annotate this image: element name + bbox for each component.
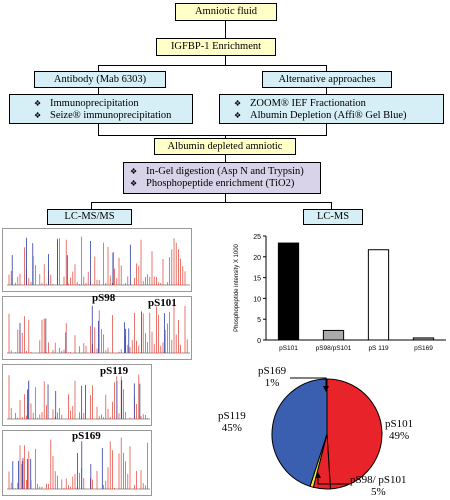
pie-label-ps169-name: pS169 bbox=[258, 365, 287, 377]
y-tick-label: 0 bbox=[257, 338, 261, 345]
method-seize-immunoprecipitation: Seize® immunoprecipitation bbox=[34, 110, 192, 122]
x-tick-label: pS98/pS101 bbox=[316, 345, 352, 352]
connector bbox=[331, 202, 332, 209]
connector bbox=[91, 202, 332, 203]
spectrum-plot bbox=[7, 374, 150, 420]
y-tick-label: 25 bbox=[253, 234, 261, 241]
antibody-box: Antibody (Mab 6303) bbox=[34, 71, 166, 88]
pie-label-ps98-ps101-value: 5% bbox=[370, 486, 386, 498]
lc-ms-label: LC-MS bbox=[316, 211, 350, 222]
lc-ms-ms-box: LC-MS/MS bbox=[47, 209, 132, 225]
bar-ps98-ps101 bbox=[322, 329, 345, 341]
connector bbox=[98, 88, 99, 94]
connector bbox=[225, 21, 226, 38]
spectrum-label-ps98: pS98 bbox=[92, 292, 116, 304]
in-gel-digestion: In-Gel digestion (Asp N and Trypsin) bbox=[130, 166, 320, 178]
albumin-depleted-box: Albumin depleted amniotic bbox=[154, 138, 296, 155]
connector bbox=[98, 124, 99, 135]
method-immunoprecipitation: Immunoprecipitation bbox=[34, 98, 192, 110]
igfbp1-enrichment-box: IGFBP-1 Enrichment bbox=[156, 38, 276, 56]
pie-label-ps98-ps101: pS98/ pS101 5% bbox=[350, 474, 407, 498]
x-tick-label: pS 119 bbox=[368, 345, 389, 352]
connector bbox=[326, 65, 327, 71]
connector bbox=[326, 124, 327, 135]
x-tick-label: pS101 bbox=[279, 345, 298, 352]
phosphopeptide-enrichment: Phosphopeptide enrichment (TiO2) bbox=[130, 178, 320, 190]
spectrum-label-ps101: pS101 bbox=[148, 297, 177, 309]
y-tick-label: 20 bbox=[253, 255, 261, 262]
pie-label-ps119-value: 45% bbox=[221, 422, 242, 434]
spectrum-plot bbox=[7, 236, 190, 286]
pie-label-ps119-name: pS119 bbox=[218, 410, 246, 422]
spectrum-plot bbox=[7, 437, 150, 490]
spectrum-label-ps169: pS169 bbox=[72, 430, 101, 442]
lc-ms-box: LC-MS bbox=[303, 209, 363, 225]
connector bbox=[98, 65, 99, 71]
phosphopeptide-bar-chart: Phosphopeptide intensity X 1000 0 5 10 15 20… bbox=[234, 234, 446, 352]
amniotic-fluid-box: Amniotic fluid bbox=[175, 3, 277, 21]
igfbp1-enrichment-label: IGFBP-1 Enrichment bbox=[170, 41, 262, 52]
x-tick-label: pS169 bbox=[414, 345, 433, 352]
pie-label-ps169-value: 1% bbox=[264, 377, 280, 389]
pie-label-ps101-name: pS101 bbox=[385, 418, 414, 430]
spectrum-label-ps119: pS119 bbox=[100, 365, 129, 377]
y-axis-label: Phosphopeptide intensity X 1000 bbox=[234, 243, 240, 331]
spectrum-panel-2 bbox=[2, 296, 192, 360]
bar-ps169 bbox=[412, 337, 435, 341]
antibody-methods-box: Immunoprecipitation Seize® immunoprecipi… bbox=[9, 94, 193, 124]
pie-slice-ps101 bbox=[326, 378, 383, 490]
y-tick-label: 10 bbox=[253, 296, 261, 303]
spectrum-panel-4 bbox=[2, 430, 152, 496]
spectrum-plot bbox=[7, 304, 190, 354]
pie-label-ps169: pS169 1% bbox=[258, 365, 286, 389]
albumin-depleted-label: Albumin depleted amniotic bbox=[167, 140, 283, 152]
connector bbox=[98, 65, 327, 66]
connector bbox=[225, 56, 226, 65]
digestion-box: In-Gel digestion (Asp N and Trypsin) Pho… bbox=[123, 162, 321, 194]
pie-label-ps98-ps101-name: pS98/ pS101 bbox=[350, 474, 407, 486]
phosphosite-pie-chart bbox=[271, 378, 383, 490]
method-albumin-depletion: Albumin Depletion (Affi® Gel Blue) bbox=[234, 110, 443, 122]
pie-label-ps119: pS119 45% bbox=[218, 410, 246, 434]
connector bbox=[225, 194, 226, 202]
method-zoom-ief: ZOOM® IEF Fractionation bbox=[234, 98, 443, 110]
connector bbox=[98, 135, 327, 136]
spectrum-panel-3 bbox=[2, 364, 152, 426]
y-tick-label: 15 bbox=[253, 276, 261, 283]
pie-label-ps101: pS101 49% bbox=[385, 418, 413, 442]
bar-ps101 bbox=[277, 242, 300, 341]
antibody-label: Antibody (Mab 6303) bbox=[53, 73, 147, 85]
amniotic-fluid-label: Amniotic fluid bbox=[194, 6, 258, 17]
alternative-methods-box: ZOOM® IEF Fractionation Albumin Depletio… bbox=[219, 94, 444, 124]
pie-label-ps101-value: 49% bbox=[388, 430, 410, 442]
y-tick-label: 5 bbox=[257, 317, 261, 324]
spectrum-panel-1 bbox=[2, 228, 192, 292]
alternative-approaches-box: Alternative approaches bbox=[262, 71, 392, 88]
connector bbox=[326, 88, 327, 94]
connector bbox=[225, 135, 226, 138]
lc-ms-ms-label: LC-MS/MS bbox=[64, 211, 115, 222]
bar-ps-119 bbox=[367, 249, 390, 341]
connector bbox=[91, 202, 92, 209]
alternative-approaches-label: Alternative approaches bbox=[278, 73, 376, 85]
connector bbox=[225, 155, 226, 162]
